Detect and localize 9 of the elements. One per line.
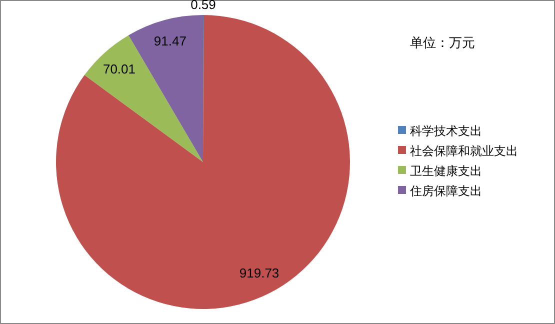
legend-label: 卫生健康支出 <box>410 164 482 178</box>
legend-label: 科学技术支出 <box>410 124 482 138</box>
text: 单位：万元 <box>410 35 475 50</box>
legend-label: 社会保障和就业支出 <box>410 144 518 158</box>
data-label: 91.47 <box>154 33 186 48</box>
data-label: 70.01 <box>102 61 136 76</box>
data-label: 919.73 <box>239 266 280 281</box>
data-label: 0.59 <box>190 0 216 12</box>
legend-label: 住房保障支出 <box>409 184 482 198</box>
